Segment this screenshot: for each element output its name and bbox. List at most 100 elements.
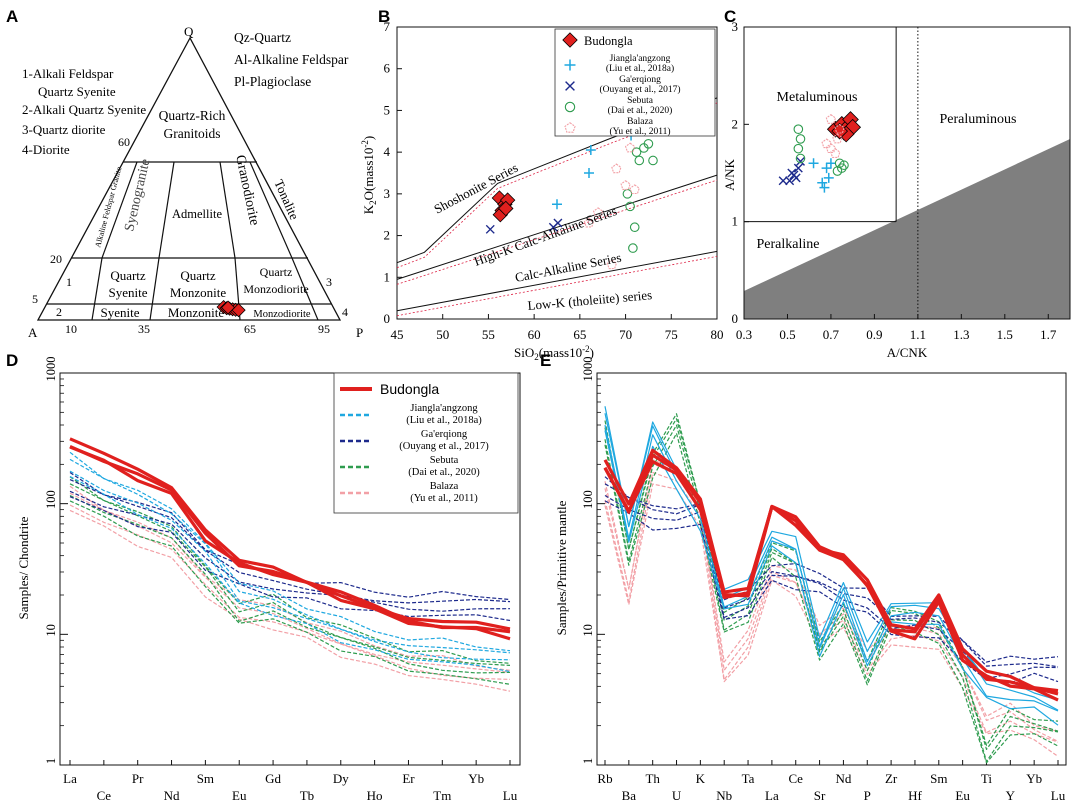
d-xtick-label: Gd bbox=[265, 771, 281, 786]
b-point-pentagon bbox=[620, 180, 631, 190]
d-series-line bbox=[69, 475, 511, 673]
b-ylabel: K2O(mass10-2) bbox=[360, 136, 378, 214]
legend-d-box bbox=[333, 372, 519, 514]
e-xtick-label: Rb bbox=[597, 771, 612, 786]
field-quartz-rich: Quartz-Rich bbox=[159, 108, 226, 123]
qap-triangle bbox=[36, 36, 342, 321]
c-point-pentagon bbox=[832, 133, 843, 144]
b-legend-marker bbox=[565, 81, 575, 91]
b-series-boundary bbox=[396, 174, 718, 280]
c-xtick-label: 0.9 bbox=[866, 327, 882, 342]
d-legend-ref: (Ouyang et al., 2017) bbox=[399, 441, 489, 452]
field-peralkaline: Peralkaline bbox=[757, 237, 820, 252]
b-series-boundary bbox=[396, 250, 718, 312]
c-point-pentagon bbox=[830, 148, 841, 158]
d-legend-label: Jiangla'angzong bbox=[410, 403, 478, 414]
d-legend-label: Budongla bbox=[380, 381, 439, 397]
d-series-line bbox=[69, 479, 511, 604]
e-ytick-label: 1000 bbox=[581, 357, 595, 382]
b-ytick-label: 2 bbox=[384, 228, 391, 243]
b-xtick-label: 70 bbox=[619, 327, 632, 342]
field-monzodiorite: Monzodiorite bbox=[253, 309, 310, 320]
c-point-plus bbox=[819, 182, 830, 193]
apex-a: A bbox=[28, 325, 38, 340]
e-series-line bbox=[604, 424, 1059, 763]
d-xtick-label: Ce bbox=[97, 788, 112, 803]
b-legend-ref: (Dai et al., 2020) bbox=[608, 105, 673, 116]
c-point-circle bbox=[839, 160, 849, 171]
panel-d-ree-pattern: D 1 10 100 1000 La Ce Pr Nd Sm Eu Gd Tb Dy Ho Er Tm Yb Lu… bbox=[6, 351, 521, 803]
c-ytick-label: 0 bbox=[732, 311, 739, 326]
b-point-pentagon bbox=[592, 207, 604, 218]
b-xtick-label: 45 bbox=[391, 327, 404, 342]
qap-key-3: 3-Quartz diorite bbox=[22, 122, 106, 137]
e-xtick-label: P bbox=[864, 788, 871, 803]
d-series-line bbox=[69, 496, 511, 622]
d-ytick-label: 1000 bbox=[44, 357, 58, 382]
field-quartz-syenite-2: Syenite bbox=[109, 285, 148, 300]
b-point-pentagon bbox=[624, 142, 636, 153]
c-xtick-label: 0.5 bbox=[779, 327, 795, 342]
d-series-line bbox=[69, 490, 511, 612]
e-series-line bbox=[604, 432, 1059, 764]
b-ytick-label: 7 bbox=[384, 19, 391, 34]
field-peraluminous: Peraluminous bbox=[940, 112, 1017, 127]
e-series-line bbox=[604, 424, 1059, 712]
edge-tick-60: 60 bbox=[118, 135, 130, 149]
c-xtick-label: 1.1 bbox=[910, 327, 926, 342]
d-ytick-label: 10 bbox=[44, 624, 58, 637]
c-xtick-label: 0.7 bbox=[823, 327, 840, 342]
c-point-x bbox=[785, 176, 795, 186]
e-series-line bbox=[604, 476, 1059, 663]
panel-d-letter: D bbox=[6, 351, 18, 370]
field-syenite: Syenite bbox=[101, 305, 140, 320]
d-series-line bbox=[69, 458, 511, 654]
d-legend-ref: (Yu et al., 2011) bbox=[410, 493, 478, 504]
e-series-line bbox=[604, 483, 1059, 668]
e-series-line bbox=[604, 494, 1059, 679]
d-series-line bbox=[69, 445, 511, 634]
field-syenogranite: Syenogranite bbox=[122, 158, 153, 233]
e-ylabel: Samples/Primitive mantle bbox=[554, 500, 569, 635]
c-point-circle bbox=[793, 124, 804, 134]
b-point-plus bbox=[584, 168, 594, 178]
c-point-pentagon bbox=[825, 114, 837, 124]
field-num-4: 4 bbox=[342, 305, 348, 319]
field-num-2: 2 bbox=[56, 305, 62, 319]
c-ytick-label: 2 bbox=[732, 116, 739, 131]
d-series-line bbox=[69, 476, 511, 664]
c-point-circle bbox=[795, 153, 806, 164]
d-xtick-label: Pr bbox=[132, 771, 144, 786]
edge-tick-10: 10 bbox=[65, 322, 77, 336]
d-series-line bbox=[69, 470, 511, 661]
d-xtick-label: Tm bbox=[433, 788, 451, 803]
series-label-calc-alkaline: Calc-Alkaline Series bbox=[514, 250, 623, 285]
e-series-line bbox=[604, 413, 1059, 711]
d-xtick-label: Sm bbox=[197, 771, 214, 786]
c-point-x bbox=[793, 163, 803, 173]
d-series-line bbox=[69, 492, 511, 673]
field-alk-feldspar-granite: Alkaline Feldspar Granite bbox=[93, 165, 123, 248]
b-xtick-label: 80 bbox=[711, 327, 724, 342]
qap-legend-al: Al-Alkaline Feldspar bbox=[234, 52, 349, 67]
e-xtick-label: Th bbox=[645, 771, 660, 786]
b-point-circle bbox=[628, 243, 638, 253]
e-ytick-label: 1 bbox=[581, 758, 595, 764]
legend-d: Budongla Jiangla'angzong(Liu et al., 2018… bbox=[333, 372, 519, 514]
panel-b-letter: B bbox=[378, 7, 390, 26]
d-xtick-label: Ho bbox=[367, 788, 383, 803]
b-point-circle bbox=[634, 155, 645, 166]
c-point-plus bbox=[825, 158, 836, 169]
e-series-line bbox=[603, 460, 1059, 702]
d-xtick-label: Dy bbox=[333, 771, 349, 786]
c-xtick-label: 1.5 bbox=[997, 327, 1013, 342]
c-point-pentagon bbox=[834, 123, 845, 134]
b-xlabel: SiO2(mass10-2) bbox=[514, 344, 594, 362]
e-series-line bbox=[604, 459, 1059, 732]
b-point-x bbox=[485, 224, 495, 234]
c-xlabel: A/CNK bbox=[887, 345, 928, 360]
qap-radial-10-low bbox=[91, 257, 103, 321]
e-series-line bbox=[604, 430, 1059, 726]
field-monzonite: Monzonite bbox=[168, 305, 225, 320]
c-ytick-label: 1 bbox=[732, 214, 739, 229]
